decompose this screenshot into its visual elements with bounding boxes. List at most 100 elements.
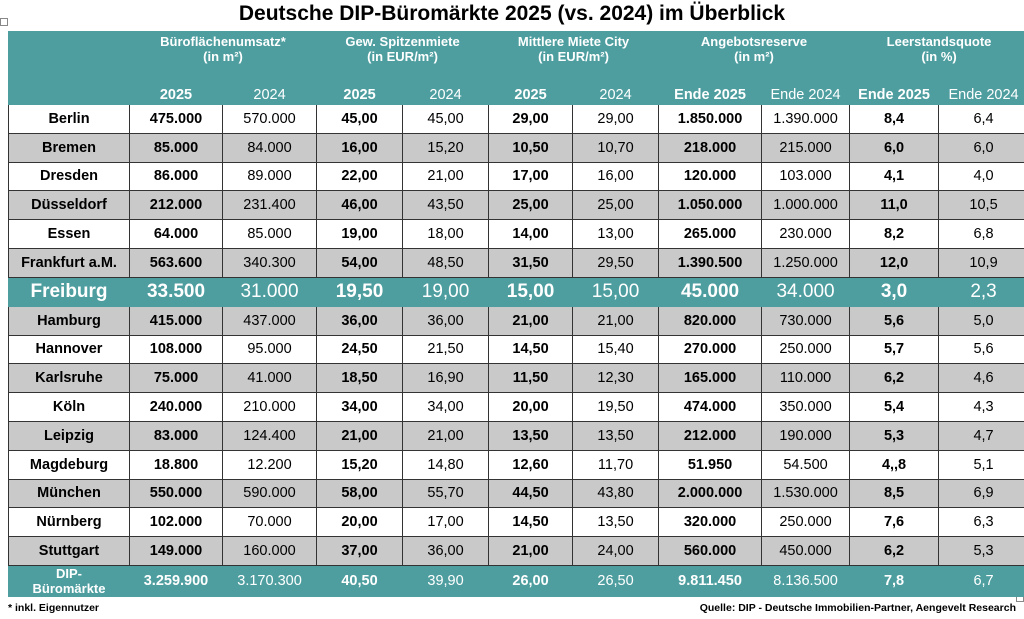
table-row: Berlin 475.000 570.000 45,00 45,00 29,00 29,00… [8,104,1024,134]
table-row: Karlsruhe 75.000 41.000 18,50 16,90 11,50 12,3… [8,363,1024,394]
table-cell: 212.000 [658,420,763,451]
table-cell: 20,00 [488,392,574,422]
table-cell: 820.000 [658,305,763,336]
table-cell: 218.000 [658,132,763,163]
table-cell: 54,00 [316,247,404,278]
table-cell: 350.000 [761,392,851,422]
table-cell: 15,00 [488,276,574,307]
table-cell: 15,40 [572,334,660,365]
city-name: Bremen [8,132,130,163]
group-header-umsatz: Büroflächenumsatz* (in m²) [128,31,318,87]
table-cell: 16,00 [316,132,404,163]
city-name: Frankfurt a.M. [8,247,130,278]
table-cell: 13,00 [572,219,660,249]
table-cell: 12,60 [488,449,574,480]
table-cell: 10,5 [938,190,1024,221]
total-cell: 26,00 [488,564,574,597]
table-cell: 240.000 [129,392,223,422]
table-cell: 730.000 [761,305,851,336]
total-label: DIP- Büromärkte [8,564,130,597]
table-cell: 21,00 [572,305,660,336]
table-cell: 14,00 [488,219,574,249]
table-cell: 34,00 [316,392,404,422]
table-cell: 29,50 [572,247,660,278]
table-cell: 43,80 [572,478,660,509]
table-cell: 5,7 [849,334,940,365]
table-cell: 31,50 [488,247,574,278]
source-note: Quelle: DIP - Deutsche Immobilien-Partne… [699,602,1016,614]
subheader-prev-4: Ende 2024 [938,86,1024,105]
table-cell: 110.000 [761,363,851,394]
table-cell: 6,0 [849,132,940,163]
table-cell: 437.000 [221,305,318,336]
market-table: Büroflächenumsatz* (in m²) Gew. Spitzenmi… [8,31,1024,597]
total-cell: 3.259.900 [129,564,223,597]
city-name: Berlin [8,104,130,134]
resize-handle-top-left[interactable] [0,18,8,26]
table-cell: 46,00 [316,190,404,221]
table-cell: 190.000 [761,420,851,451]
table-row: Stuttgart 149.000 160.000 37,00 36,00 21,00 24… [8,536,1024,566]
table-cell: 10,9 [938,247,1024,278]
table-cell: 570.000 [221,104,318,134]
table-cell: 29,00 [488,104,574,134]
city-name: Magdeburg [8,449,130,480]
table-cell: 5,1 [938,449,1024,480]
table-cell: 75.000 [129,363,223,394]
table-cell: 54.500 [761,449,851,480]
table-cell: 2,3 [938,276,1024,307]
table-cell: 4,,8 [849,449,940,480]
table-cell: 2.000.000 [658,478,763,509]
table-cell: 21,00 [488,305,574,336]
table-cell: 230.000 [761,219,851,249]
subheader-cur-3: Ende 2025 [658,86,763,105]
table-cell: 95.000 [221,334,318,365]
table-cell: 36,00 [402,536,490,566]
table-cell: 450.000 [761,536,851,566]
table-cell: 15,00 [572,276,660,307]
table-cell: 124.400 [221,420,318,451]
table-cell: 4,1 [849,161,940,192]
table-cell: 1.000.000 [761,190,851,221]
table-cell: 250.000 [761,507,851,538]
table-cell: 24,50 [316,334,404,365]
table-cell: 21,00 [316,420,404,451]
table-cell: 6,2 [849,536,940,566]
table-cell: 15,20 [402,132,490,163]
table-cell: 36,00 [402,305,490,336]
table-cell: 45,00 [316,104,404,134]
corner-cell-sub [8,86,130,105]
table-cell: 250.000 [761,334,851,365]
total-cell: 40,50 [316,564,404,597]
subheader-cur-4: Ende 2025 [849,86,940,105]
table-cell: 550.000 [129,478,223,509]
city-name: Düsseldorf [8,190,130,221]
city-name: Karlsruhe [8,363,130,394]
table-cell: 10,50 [488,132,574,163]
table-cell: 13,50 [572,420,660,451]
city-name: Stuttgart [8,536,130,566]
table-cell: 18.800 [129,449,223,480]
table-cell: 33.500 [129,276,223,307]
table-cell: 4,0 [938,161,1024,192]
table-cell: 18,00 [402,219,490,249]
table-cell: 85.000 [221,219,318,249]
table-row: Essen 64.000 85.000 19,00 18,00 14,00 13,00 265… [8,219,1024,249]
table-cell: 231.400 [221,190,318,221]
table-cell: 84.000 [221,132,318,163]
table-cell: 58,00 [316,478,404,509]
table-cell: 415.000 [129,305,223,336]
table-cell: 14,50 [488,334,574,365]
table-cell: 18,50 [316,363,404,394]
table-row: München 550.000 590.000 58,00 55,70 44,50 43,8… [8,478,1024,509]
table-cell: 21,50 [402,334,490,365]
table-cell: 6,3 [938,507,1024,538]
table-cell: 19,00 [316,219,404,249]
table-cell: 19,00 [402,276,490,307]
group-header-leerstandsquote: Leerstandsquote (in %) [849,31,1024,87]
total-cell: 7,8 [849,564,940,597]
table-cell: 41.000 [221,363,318,394]
table-cell: 4,3 [938,392,1024,422]
subheader-prev-0: 2024 [221,86,318,105]
city-name: Hannover [8,334,130,365]
